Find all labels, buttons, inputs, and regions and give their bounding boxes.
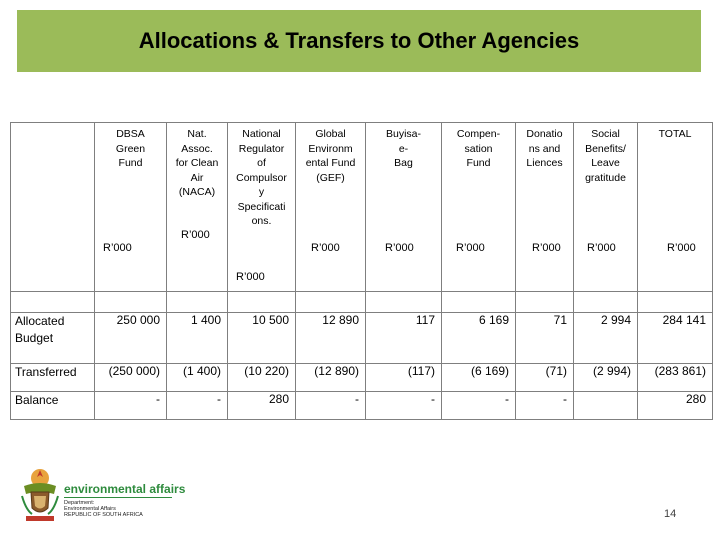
table-cell: 71 — [515, 312, 574, 364]
table-cell: 280 — [637, 391, 713, 420]
column-header: Donatio ns and Liences R’000 — [515, 122, 574, 292]
column-header: Compen- sation Fund R’000 — [441, 122, 516, 292]
empty-cell — [10, 291, 95, 313]
column-header: Nat. Assoc. for Clean Air (NACA) R’000 — [166, 122, 228, 292]
table-cell: - — [365, 391, 442, 420]
table-row-transferred: Transferred (250 000) (1 400) (10 220) (… — [10, 363, 713, 392]
row-label: Balance — [10, 391, 95, 420]
column-name: TOTAL — [658, 128, 692, 140]
row-label: Transferred — [10, 363, 95, 392]
column-unit: R’000 — [532, 242, 561, 254]
empty-cell — [295, 291, 366, 313]
empty-cell — [365, 291, 442, 313]
column-name: Buyisa- e- Bag — [385, 128, 421, 169]
table-cell: 12 890 — [295, 312, 366, 364]
page-number: 14 — [664, 508, 677, 520]
column-header: Buyisa- e- Bag R’000 — [365, 122, 442, 292]
empty-cell — [227, 291, 296, 313]
empty-cell — [94, 291, 167, 313]
table-cell: - — [295, 391, 366, 420]
table-cell: - — [166, 391, 228, 420]
column-name: Social Benefits/ Leave gratitude — [585, 128, 626, 184]
department-logo: environmental affairs Department: Enviro… — [18, 466, 185, 526]
column-unit: R’000 — [667, 242, 696, 254]
table-row-allocated: Allocated Budget 250 000 1 400 10 500 12… — [10, 312, 713, 364]
table-cell: (6 169) — [441, 363, 516, 392]
column-unit: R’000 — [587, 242, 616, 254]
empty-cell — [573, 291, 638, 313]
column-header: National Regulator of Compulsor y Specif… — [227, 122, 296, 292]
empty-cell — [637, 291, 713, 313]
table-cell: 1 400 — [166, 312, 228, 364]
column-unit: R’000 — [311, 242, 340, 254]
empty-cell — [441, 291, 516, 313]
column-header: DBSA Green Fund R’000 — [94, 122, 167, 292]
column-unit: R’000 — [103, 242, 132, 254]
slide-title: Allocations & Transfers to Other Agencie… — [138, 28, 580, 53]
table-cell: - — [515, 391, 574, 420]
coat-of-arms-icon — [21, 469, 59, 521]
table-cell: 2 994 — [573, 312, 638, 364]
table-cell: (10 220) — [227, 363, 296, 392]
table-cell: (250 000) — [94, 363, 167, 392]
column-name: Compen- sation Fund — [456, 128, 501, 169]
table-cell — [573, 391, 638, 420]
table-cell: 10 500 — [227, 312, 296, 364]
table-cell: (2 994) — [573, 363, 638, 392]
empty-cell — [166, 291, 228, 313]
logo-divider — [64, 497, 172, 498]
column-unit: R’000 — [236, 271, 265, 283]
row-label: Allocated Budget — [10, 312, 95, 364]
header-row: DBSA Green Fund R’000 Nat. Assoc. for Cl… — [10, 122, 713, 292]
table-row-balance: Balance - - 280 - - - - 280 — [10, 391, 713, 420]
column-header: Social Benefits/ Leave gratitude R’000 — [573, 122, 638, 292]
table-cell: 250 000 — [94, 312, 167, 364]
table-cell: (117) — [365, 363, 442, 392]
table-cell: 117 — [365, 312, 442, 364]
column-name: Global Environm ental Fund (GEF) — [305, 128, 356, 184]
title-banner: Allocations & Transfers to Other Agencie… — [17, 10, 701, 72]
spacer-row — [10, 291, 713, 313]
table-cell: 6 169 — [441, 312, 516, 364]
header-label-cell — [10, 122, 95, 292]
table-cell: (71) — [515, 363, 574, 392]
table-cell: (1 400) — [166, 363, 228, 392]
empty-cell — [515, 291, 574, 313]
column-unit: R’000 — [385, 242, 414, 254]
logo-subtitle: REPUBLIC OF SOUTH AFRICA — [64, 512, 143, 518]
table-cell: 284 141 — [637, 312, 713, 364]
column-unit: R’000 — [456, 242, 485, 254]
column-header: TOTAL R’000 — [637, 122, 713, 292]
column-name: DBSA Green Fund — [115, 128, 146, 169]
table-cell: 280 — [227, 391, 296, 420]
logo-subtitle: Department: — [64, 500, 95, 506]
table-cell: (12 890) — [295, 363, 366, 392]
table-cell: (283 861) — [637, 363, 713, 392]
logo-subtitle: Environmental Affairs — [64, 506, 116, 512]
table-cell: - — [441, 391, 516, 420]
column-name: National Regulator of Compulsor y Specif… — [236, 128, 287, 227]
column-name: Nat. Assoc. for Clean Air (NACA) — [175, 128, 219, 198]
column-unit: R’000 — [181, 229, 210, 241]
column-name: Donatio ns and Liences — [526, 128, 563, 169]
table-cell: - — [94, 391, 167, 420]
column-header: Global Environm ental Fund (GEF) R’000 — [295, 122, 366, 292]
allocations-table: DBSA Green Fund R’000 Nat. Assoc. for Cl… — [10, 122, 713, 420]
logo-title: environmental affairs — [64, 482, 186, 496]
